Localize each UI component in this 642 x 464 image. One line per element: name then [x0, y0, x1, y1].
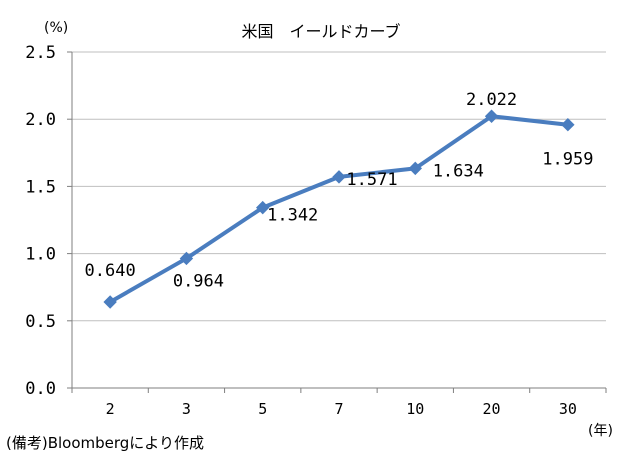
y-tick-label: 1.0 [25, 245, 56, 265]
x-tick-label: 20 [483, 400, 501, 418]
data-point-marker [561, 118, 575, 132]
data-label: 2.022 [466, 90, 517, 110]
data-point-marker [179, 251, 194, 266]
x-axis-unit: (年) [588, 423, 613, 439]
x-tick-labels: 2 3 5 7 10 20 30 [106, 400, 577, 418]
y-axis-unit: (%) [44, 20, 69, 36]
data-point-marker [484, 109, 499, 123]
data-point-marker [103, 295, 117, 309]
data-label: 1.342 [267, 206, 318, 226]
data-label: 0.640 [85, 261, 136, 281]
data-label: 0.964 [173, 271, 224, 291]
x-tick-label: 5 [258, 400, 267, 418]
data-label: 1.634 [433, 161, 484, 181]
axes [67, 51, 607, 393]
x-tick-label: 3 [182, 400, 191, 418]
y-tick-label: 0.0 [25, 379, 56, 399]
data-label: 1.959 [542, 150, 593, 170]
x-tick-label: 2 [106, 400, 115, 418]
gridlines [72, 51, 606, 322]
y-tick-label: 2.5 [25, 43, 56, 63]
source-note: (備考)Bloombergにより作成 [6, 434, 205, 452]
series-markers [103, 109, 575, 309]
data-point-marker [332, 170, 346, 184]
x-tick-label: 10 [406, 400, 424, 418]
chart-title: 米国 イールドカーブ [241, 22, 401, 41]
x-tick-label: 30 [559, 400, 577, 418]
data-label: 1.571 [346, 170, 397, 190]
y-tick-label: 2.0 [25, 110, 56, 130]
data-point-marker [408, 161, 422, 176]
y-tick-label: 0.5 [25, 312, 56, 332]
data-labels: 0.640 0.964 1.342 1.571 1.634 2.022 1.959 [85, 90, 594, 291]
y-tick-labels: 0.0 0.5 1.0 1.5 2.0 2.5 [25, 43, 56, 399]
data-point-marker [256, 200, 270, 215]
x-tick-label: 7 [334, 400, 343, 418]
y-tick-label: 1.5 [25, 177, 56, 197]
